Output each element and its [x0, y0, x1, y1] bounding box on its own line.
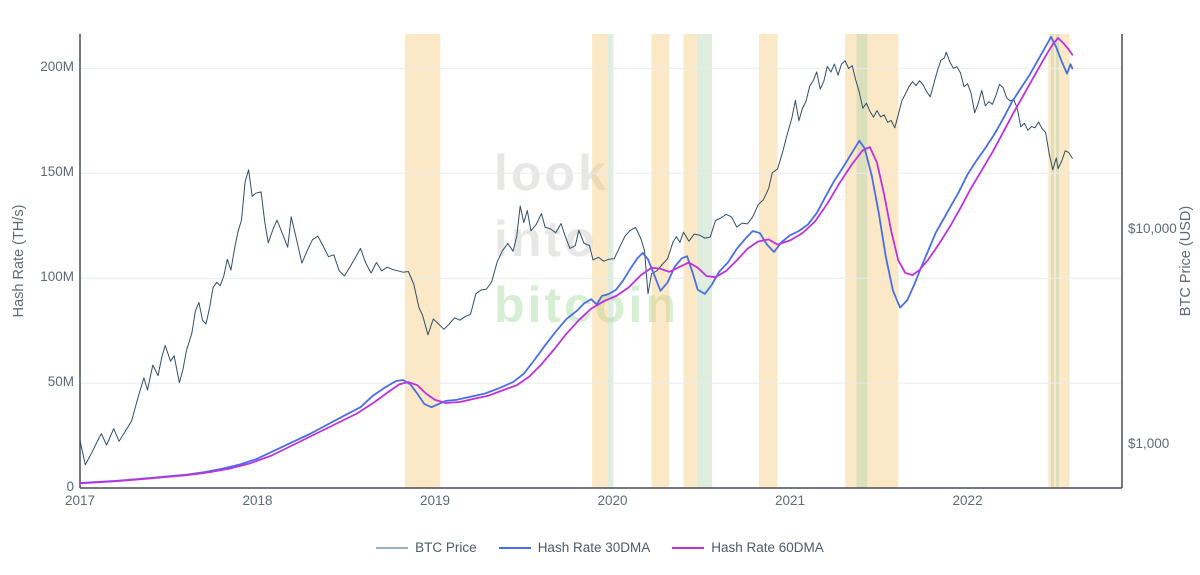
highlight-band-orange	[404, 34, 441, 488]
highlight-band-orange	[1048, 34, 1070, 488]
y-left-tick-label: 100M	[40, 269, 74, 285]
highlight-band-green	[856, 34, 868, 488]
y-right-tick-label: $1,000	[1128, 435, 1170, 451]
legend: BTC Price Hash Rate 30DMA Hash Rate 60DMA	[0, 540, 1200, 555]
x-axis-tick-label: 2017	[64, 493, 96, 508]
highlight-band-orange	[845, 34, 899, 488]
left-axis-title: Hash Rate (TH/s)	[11, 204, 27, 318]
x-axis-tick-label: 2019	[419, 493, 451, 508]
highlight-band-green	[1056, 34, 1059, 488]
legend-label: Hash Rate 60DMA	[711, 540, 824, 555]
series-line-hash-rate-30dma	[79, 36, 1074, 484]
x-axis-tick-label: 2018	[242, 493, 273, 508]
y-left-tick-label: 0	[66, 479, 74, 494]
legend-label: Hash Rate 30DMA	[537, 540, 651, 555]
watermark: look into bitcoin	[494, 140, 679, 338]
highlight-band-green	[696, 34, 712, 488]
highlight-band-orange	[651, 34, 670, 488]
legend-line-swatch	[376, 546, 409, 549]
x-axis-tick-label: 2021	[775, 493, 806, 508]
y-left-tick-label: 50M	[47, 374, 74, 390]
watermark-word-bitcoin: bitcoin	[494, 277, 679, 333]
legend-line-swatch	[672, 546, 705, 549]
x-axis-tick-label: 2020	[597, 493, 628, 508]
series-line-btc-price	[79, 51, 1073, 466]
right-axis-title: BTC Price (USD)	[1178, 205, 1194, 317]
legend-label: BTC Price	[415, 540, 477, 555]
legend-line-swatch	[498, 546, 531, 549]
y-left-tick-label: 150M	[40, 164, 74, 180]
highlight-band-orange	[683, 34, 697, 488]
y-right-tick-label: $10,000	[1128, 220, 1177, 236]
highlight-band-green	[608, 34, 614, 488]
watermark-word-into: into	[494, 211, 598, 267]
legend-item-btc-price[interactable]: BTC Price	[376, 540, 477, 555]
highlight-band-orange	[759, 34, 778, 488]
x-axis-tick-label: 2022	[952, 493, 983, 508]
highlight-band-orange	[592, 34, 609, 488]
y-left-tick-label: 200M	[40, 59, 74, 75]
series-line-hash-rate-60dma	[79, 37, 1074, 485]
legend-item-hash-rate-60dma[interactable]: Hash Rate 60DMA	[672, 540, 824, 555]
highlight-band-green	[1051, 34, 1054, 488]
legend-item-hash-rate-30dma[interactable]: Hash Rate 30DMA	[498, 540, 651, 555]
